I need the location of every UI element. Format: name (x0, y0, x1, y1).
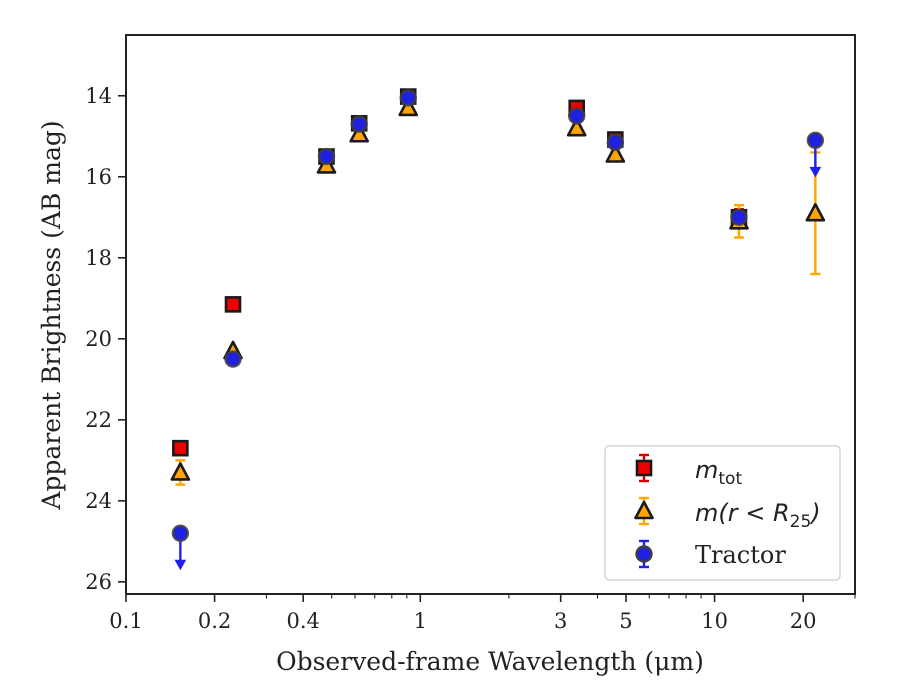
y-tick-label: 24 (85, 489, 112, 513)
y-tick-label: 20 (85, 327, 112, 351)
circle-marker (317, 147, 336, 166)
circle-marker (399, 89, 417, 107)
legend-label-mtot: mtot (695, 456, 742, 489)
legend: mtot m(r < R25) Tractor (604, 445, 841, 581)
y-tick-label: 16 (85, 165, 112, 189)
legend-markers (634, 453, 654, 569)
y-axis-label: Apparent Brightness (AB mag) (37, 120, 66, 510)
limit-arrow-head (174, 559, 187, 571)
x-tick-label: 0.4 (286, 609, 319, 633)
triangle-marker (566, 117, 587, 137)
square-marker (172, 439, 189, 457)
legend-box (604, 445, 841, 581)
circle-marker (224, 350, 242, 368)
square-marker (224, 296, 242, 313)
triangle-marker (349, 123, 369, 143)
triangle-marker (398, 97, 419, 117)
x-tick-label: 0.1 (109, 609, 142, 633)
y-tick-label: 26 (85, 570, 112, 594)
y-tick-label: 22 (85, 408, 112, 432)
circle-marker (730, 208, 748, 226)
x-tick-label: 5 (619, 609, 632, 633)
triangle-marker (805, 202, 826, 222)
axes: 0.1 0.2 0.4 1 3 5 10 20 14 16 18 20 22 24 26 (85, 84, 856, 633)
x-tick-label: 10 (701, 609, 728, 633)
y-tick-label: 14 (85, 84, 112, 108)
series-1 (170, 97, 826, 486)
triangle-marker (605, 144, 626, 163)
x-tick-label: 1 (414, 609, 427, 633)
circle-marker (806, 131, 825, 150)
triangle-marker (170, 462, 191, 481)
legend-label-tractor: Tractor (695, 541, 786, 569)
legend-square-marker (635, 459, 653, 477)
circle-marker (350, 115, 368, 133)
plot-frame (125, 34, 856, 595)
x-tick-label: 20 (790, 609, 817, 633)
legend-circle-marker (635, 545, 653, 563)
circle-marker (606, 133, 625, 152)
x-tick-label: 0.2 (198, 609, 231, 633)
circle-marker (171, 524, 190, 542)
legend-label-m-r25: m(r < R25) (695, 499, 821, 532)
y-tick-label: 18 (85, 246, 112, 270)
legend-triangle-marker (634, 500, 654, 520)
limit-arrow-head (809, 166, 822, 178)
x-axis-label: Observed-frame Wavelength (μm) (276, 647, 704, 676)
series-2 (171, 89, 825, 571)
data-series (170, 88, 826, 571)
x-tick-label: 3 (554, 609, 567, 633)
circle-marker (568, 107, 586, 125)
